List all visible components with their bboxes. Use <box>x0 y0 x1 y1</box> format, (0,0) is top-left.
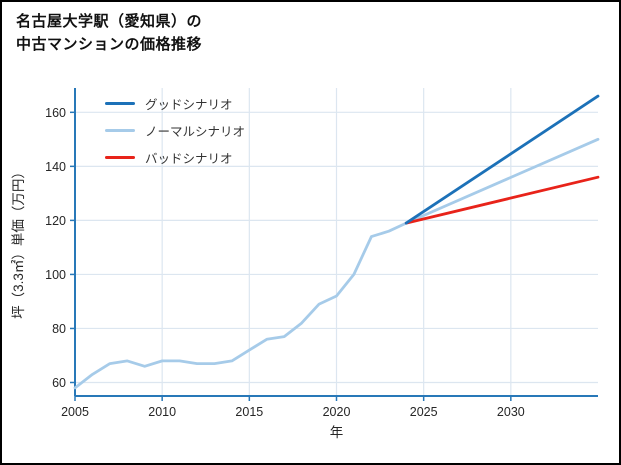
y-axis-label: 坪（3.3㎡）単価（万円） <box>11 165 26 319</box>
series-line-normal-forecast <box>404 137 600 225</box>
series-line-history <box>73 221 408 390</box>
chart-title-line-1: 名古屋大学駅（愛知県）の <box>16 13 203 30</box>
y-tick-label: 140 <box>45 160 66 174</box>
series-line-bad-forecast <box>404 175 600 225</box>
y-tick-label: 160 <box>45 106 66 120</box>
y-tick-label: 80 <box>52 322 66 336</box>
series-line-good-forecast <box>404 94 600 225</box>
normal-scenario-line-swatch <box>105 129 135 132</box>
legend: グッドシナリオ ノーマルシナリオ バッドシナリオ <box>105 90 245 171</box>
x-tick-label: 2030 <box>497 405 525 419</box>
chart-title-line-2: 中古マンションの価格推移 <box>16 36 203 54</box>
legend-item-bad: バッドシナリオ <box>105 144 245 171</box>
y-tick-label: 120 <box>45 214 66 228</box>
x-tick-label: 2020 <box>323 405 351 419</box>
x-tick-label: 2025 <box>410 405 438 419</box>
legend-label-normal: ノーマルシナリオ <box>145 125 246 139</box>
legend-label-bad: バッドシナリオ <box>145 152 233 166</box>
legend-item-normal: ノーマルシナリオ <box>105 117 245 144</box>
x-tick-label: 2010 <box>148 405 176 419</box>
good-scenario-line-swatch <box>105 102 135 105</box>
legend-item-good: グッドシナリオ <box>105 90 245 117</box>
bad-scenario-line-swatch <box>105 156 135 159</box>
y-tick-label: 100 <box>45 268 66 282</box>
x-axis-label: 年 <box>330 425 344 440</box>
legend-label-good: グッドシナリオ <box>145 98 233 112</box>
y-tick-label: 60 <box>52 376 66 390</box>
x-tick-label: 2015 <box>235 405 263 419</box>
chart-title: 名古屋大学駅（愛知県）の 中古マンションの価格推移 <box>16 10 202 57</box>
x-tick-label: 2005 <box>61 405 89 419</box>
